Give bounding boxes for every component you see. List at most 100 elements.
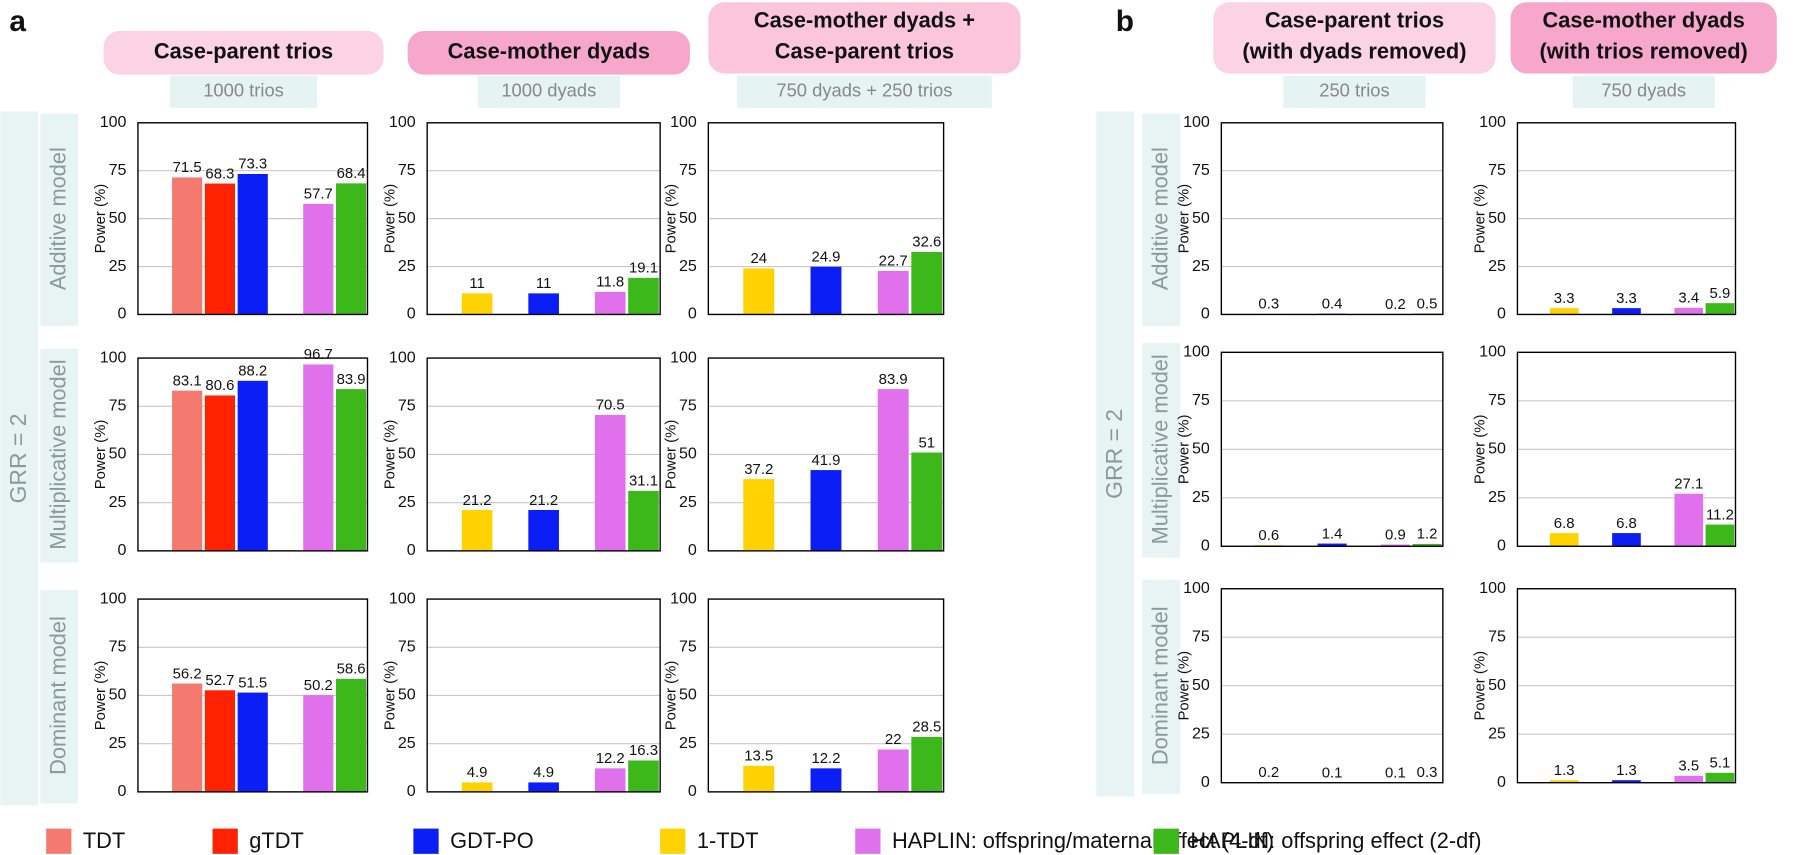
- plot-frame: [1220, 122, 1444, 316]
- bar: [1674, 307, 1704, 315]
- bar: [336, 183, 367, 315]
- legend-label: TDT: [83, 828, 125, 853]
- bar: [303, 364, 334, 551]
- plot-frame: [1516, 351, 1737, 547]
- y-tick-label: 0: [118, 305, 127, 323]
- y-tick-label: 0: [688, 541, 697, 559]
- plot-frame: [426, 598, 661, 793]
- row-strip: [40, 348, 79, 563]
- row-label: Additive model: [46, 147, 71, 290]
- plot-frame: [1516, 122, 1737, 316]
- y-tick-label: 0: [688, 782, 697, 800]
- y-tick-label: 0: [118, 782, 127, 800]
- plot-frame: [707, 357, 945, 552]
- y-tick-label: 75: [109, 397, 127, 415]
- bar: [336, 678, 367, 792]
- y-tick-label: 50: [679, 686, 697, 704]
- y-tick-label: 75: [398, 161, 416, 179]
- bar: [877, 749, 909, 792]
- data-label: 3.3: [1616, 291, 1637, 307]
- y-axis-label: Power (%): [1177, 651, 1193, 721]
- bar: [204, 690, 236, 792]
- data-label: 0.1: [1385, 765, 1406, 781]
- data-label: 0.4: [1322, 296, 1343, 312]
- data-label: 70.5: [596, 398, 625, 414]
- data-label: 11.8: [596, 275, 624, 291]
- bar: [1549, 308, 1579, 315]
- plot-frame: [137, 598, 369, 793]
- y-axis-label: Power (%): [1473, 184, 1489, 254]
- y-tick-label: 0: [407, 782, 416, 800]
- bar: [1549, 780, 1579, 783]
- y-axis-label: Power (%): [382, 184, 398, 254]
- y-tick-label: 100: [389, 113, 416, 131]
- y-tick-label: 50: [109, 445, 127, 463]
- y-tick-label: 50: [398, 445, 416, 463]
- y-tick-label: 75: [398, 638, 416, 656]
- data-label: 27.1: [1674, 476, 1703, 492]
- bar: [237, 380, 268, 551]
- y-tick-label: 100: [100, 113, 127, 131]
- y-tick-label: 0: [1201, 537, 1210, 555]
- bar: [1705, 524, 1735, 547]
- bar: [877, 270, 909, 315]
- plot-frame: [426, 357, 661, 552]
- y-tick-label: 50: [1192, 676, 1210, 694]
- bar: [1705, 772, 1735, 783]
- y-tick-label: 25: [679, 734, 697, 752]
- y-tick-label: 75: [1488, 391, 1506, 409]
- data-label: 0.3: [1417, 765, 1438, 781]
- y-tick-label: 25: [1192, 488, 1210, 506]
- column-title: Case-mother dyads: [448, 39, 650, 64]
- y-tick-label: 0: [118, 541, 127, 559]
- y-axis-label: Power (%): [664, 661, 680, 731]
- y-tick-label: 25: [109, 493, 127, 511]
- data-label: 58.6: [337, 662, 366, 678]
- y-tick-label: 0: [1201, 305, 1210, 323]
- column-subtitle: 750 dyads: [1601, 80, 1686, 101]
- data-label: 0.3: [1258, 297, 1279, 313]
- plot-frame: [426, 122, 661, 316]
- bar: [743, 479, 775, 551]
- panel-label: a: [9, 5, 26, 38]
- bar: [1705, 303, 1735, 315]
- column-subtitle: 750 dyads + 250 trios: [776, 80, 952, 101]
- data-label: 96.7: [304, 347, 333, 363]
- bar: [461, 293, 493, 315]
- data-label: 4.9: [467, 765, 488, 781]
- bar: [594, 414, 626, 551]
- y-tick-label: 100: [1479, 343, 1506, 361]
- bar: [528, 782, 559, 792]
- y-tick-label: 25: [679, 257, 697, 275]
- row-label: Additive model: [1147, 147, 1172, 290]
- data-label: 57.7: [304, 187, 333, 203]
- data-label: 1.3: [1554, 763, 1575, 779]
- data-label: 21.2: [529, 493, 558, 509]
- data-label: 11: [536, 276, 551, 292]
- data-label: 22.7: [879, 254, 908, 270]
- bar: [810, 266, 842, 315]
- plot-frame: [137, 357, 369, 552]
- bar: [1317, 543, 1347, 547]
- column-subtitle: 1000 trios: [203, 80, 284, 101]
- bar: [172, 390, 203, 551]
- bar: [204, 395, 236, 551]
- data-label: 71.5: [173, 160, 202, 176]
- row-strip: [1142, 579, 1181, 795]
- row-label: Dominant model: [1147, 606, 1172, 765]
- data-label: 73.3: [238, 157, 267, 173]
- y-tick-label: 25: [1192, 257, 1210, 275]
- data-label: 3.5: [1678, 759, 1699, 775]
- row-label: Dominant model: [46, 616, 71, 775]
- y-tick-label: 25: [398, 734, 416, 752]
- data-label: 56.2: [173, 666, 202, 682]
- y-tick-label: 100: [1183, 343, 1210, 361]
- data-label: 11.2: [1706, 507, 1734, 523]
- legend-swatch: [1153, 828, 1179, 854]
- bar: [743, 268, 775, 315]
- y-tick-label: 50: [109, 209, 127, 227]
- data-label: 3.4: [1678, 291, 1699, 307]
- y-tick-label: 100: [1479, 113, 1506, 131]
- bar: [237, 173, 268, 315]
- y-tick-label: 0: [1497, 537, 1506, 555]
